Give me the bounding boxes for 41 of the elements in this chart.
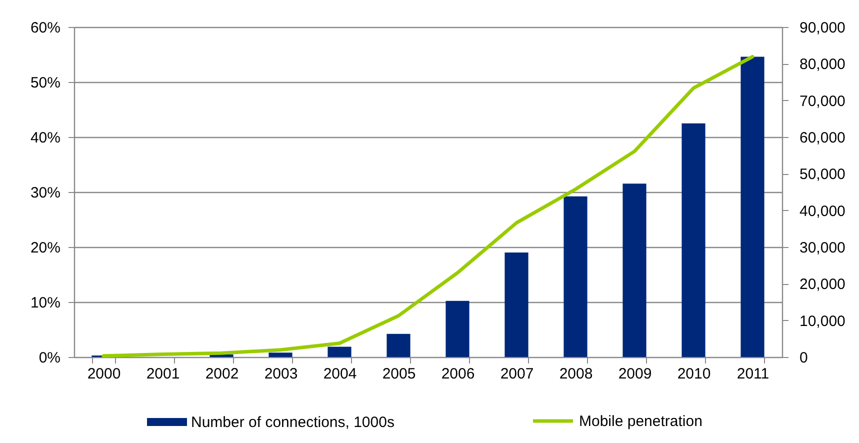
y2-tick-label: 20,000 [800, 276, 846, 294]
x-tick-label: 2004 [323, 366, 357, 382]
x-tick-label: 2010 [677, 366, 711, 382]
y2-tick-label: 10,000 [800, 312, 846, 330]
legend-label: Number of connections, 1000s [191, 414, 394, 431]
y-tick-label: 20% [30, 240, 60, 256]
x-tick-label: 2003 [264, 366, 298, 382]
bar [328, 346, 352, 357]
bar [268, 352, 292, 357]
x-tick-label: 2009 [618, 366, 652, 382]
bar [682, 123, 706, 357]
bar [504, 252, 528, 357]
y2-tick-label: 70,000 [800, 92, 846, 110]
x-tick-label: 2006 [441, 366, 475, 382]
y2-tick-label: 30,000 [800, 240, 846, 256]
y2-tick-label: 80,000 [800, 56, 846, 74]
y-tick-label: 50% [30, 74, 60, 92]
y2-tick-label: 50,000 [800, 166, 846, 184]
x-tick-label: 2005 [382, 366, 416, 382]
bar [386, 334, 410, 357]
y2-tick-label: 0 [800, 350, 808, 366]
bar [564, 196, 588, 357]
y-tick-label: 30% [30, 184, 60, 202]
y2-tick-label: 40,000 [800, 202, 846, 220]
x-tick-label: 2002 [205, 366, 239, 382]
x-tick-label: 2001 [146, 366, 180, 382]
bar [446, 300, 470, 357]
x-tick-label: 2000 [87, 366, 121, 382]
y-tick-label: 60% [30, 20, 60, 36]
line-series [102, 54, 754, 358]
y-tick-label: 10% [30, 294, 60, 312]
y2-tick-label: 90,000 [800, 20, 846, 36]
y-tick-label: 40% [30, 130, 60, 146]
x-tick-label: 2008 [559, 366, 593, 382]
x-tick-label: 2007 [500, 366, 534, 382]
x-tick-label: 2011 [736, 366, 770, 382]
y-tick-label: 0% [38, 350, 60, 366]
legend-label: Mobile penetration [579, 413, 702, 430]
bar [622, 184, 646, 357]
bar [740, 56, 764, 357]
y2-tick-label: 60,000 [800, 130, 846, 146]
